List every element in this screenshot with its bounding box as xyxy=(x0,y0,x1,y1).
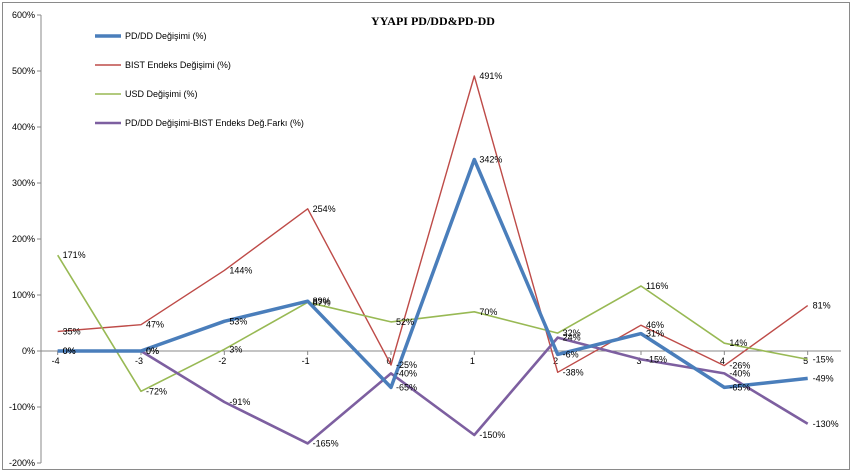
data-label: 81% xyxy=(813,301,831,311)
x-tick-label: 1 xyxy=(470,356,475,366)
data-label: -38% xyxy=(563,367,584,377)
y-tick-label: -200% xyxy=(9,458,35,468)
legend-entry: BIST Endeks Değişimi (%) xyxy=(125,60,231,70)
data-label: -72% xyxy=(146,386,167,396)
x-tick-label: -3 xyxy=(135,356,143,366)
data-label: 31% xyxy=(646,329,664,339)
data-label: -130% xyxy=(813,419,839,429)
data-label: 14% xyxy=(729,338,747,348)
x-tick-label: 5 xyxy=(803,356,808,366)
data-label: 24% xyxy=(563,333,581,343)
y-tick-label: -100% xyxy=(9,402,35,412)
x-tick-label: -4 xyxy=(52,356,60,366)
data-label: -15% xyxy=(646,354,667,364)
data-labels: 0% 0%53%89%-65%342%-6%31%-65%-49%35%47%14… xyxy=(63,71,839,448)
data-label: 53% xyxy=(229,316,247,326)
chart-title: YYAPI PD/DD&PD-DD xyxy=(371,14,495,28)
series-line-3 xyxy=(57,254,808,393)
x-tick-label: -2 xyxy=(218,356,226,366)
data-label: 52% xyxy=(396,317,414,327)
series-lines xyxy=(57,75,809,445)
series-line-2 xyxy=(57,75,809,373)
data-label: -49% xyxy=(813,373,834,383)
y-tick-label: 400% xyxy=(12,122,35,132)
data-label: 89% xyxy=(313,296,331,306)
data-label: 0% xyxy=(63,346,76,356)
data-label: 87% xyxy=(313,297,331,307)
data-label: -6% xyxy=(563,349,579,359)
data-label: 171% xyxy=(63,250,86,260)
y-tick-label: 300% xyxy=(12,178,35,188)
legend-entry: PD/DD Değişimi-BIST Endeks Değ.Farkı (%) xyxy=(125,118,304,128)
y-tick-label: 100% xyxy=(12,290,35,300)
data-label: 491% xyxy=(479,71,502,81)
y-tick-label: 0% xyxy=(22,346,35,356)
x-tick-label: 2 xyxy=(553,356,558,366)
data-label: 0% xyxy=(63,346,76,356)
data-label: -65% xyxy=(396,382,417,392)
data-label: -91% xyxy=(229,397,250,407)
data-label: -26% xyxy=(729,361,750,371)
data-label: -150% xyxy=(479,430,505,440)
line-chart: YYAPI PD/DD&PD-DD -200%-100%0%100%200%30… xyxy=(9,10,841,468)
data-label: -165% xyxy=(313,438,339,448)
data-label: 0% xyxy=(146,346,159,356)
data-label: 35% xyxy=(63,326,81,336)
data-label: 32% xyxy=(563,328,581,338)
data-label: -40% xyxy=(396,368,417,378)
data-label: -25% xyxy=(396,360,417,370)
x-tick-label: 3 xyxy=(636,356,641,366)
legend: PD/DD Değişimi (%) BIST Endeks Değişimi (… xyxy=(95,31,304,128)
data-label: -15% xyxy=(813,354,834,364)
x-tick-label: 4 xyxy=(720,356,725,366)
legend-entry: PD/DD Değişimi (%) xyxy=(125,31,207,41)
data-label: 3% xyxy=(229,344,242,354)
data-label: -40% xyxy=(729,368,750,378)
series-line-4 xyxy=(57,336,809,445)
data-label: 70% xyxy=(479,307,497,317)
data-label: -65% xyxy=(729,382,750,392)
y-tick-label: 500% xyxy=(12,66,35,76)
data-label: 116% xyxy=(646,281,668,291)
x-tick-label: -1 xyxy=(302,356,310,366)
data-label: 0% xyxy=(146,346,159,356)
data-label: 47% xyxy=(146,320,164,330)
data-label: 342% xyxy=(479,154,502,164)
series-line-1 xyxy=(57,157,808,390)
y-tick-label: 600% xyxy=(12,10,35,20)
y-tick-label: 200% xyxy=(12,234,35,244)
data-label: 144% xyxy=(229,265,252,275)
data-label: 254% xyxy=(313,204,336,214)
legend-entry: USD Değişimi (%) xyxy=(125,89,198,99)
data-label: 46% xyxy=(646,320,664,330)
